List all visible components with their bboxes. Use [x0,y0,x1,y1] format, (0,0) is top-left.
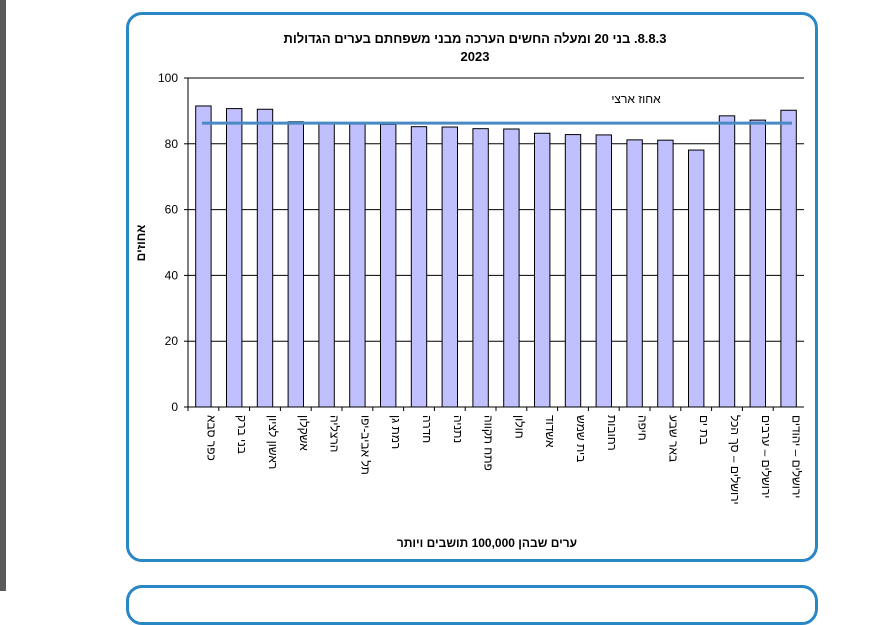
bar [441,126,459,408]
x-tick-label: ירושלים – סך הכל [728,415,742,505]
y-tick-label: 60 [165,203,179,217]
y-axis-label: אחוזים [134,225,148,262]
x-tick-label: נתניה [451,415,465,443]
bar [657,139,674,408]
bar-chart: 8.8.3. בני 20 ומעלה החשים הערכה מבני משפ… [134,31,804,550]
y-tick-label: 0 [171,400,178,414]
bar [749,119,766,408]
y-tick-label: 40 [165,268,179,282]
x-tick-label: בת ים [697,415,711,445]
bar [472,128,489,408]
bar [595,134,612,408]
bar [349,123,366,408]
x-tick-label: אשדוד [543,415,557,448]
left-edge-strip [0,0,6,591]
next-card [126,585,818,625]
bar [626,139,643,408]
x-tick-label: באר שבע [666,415,680,462]
x-tick-label: רחובות [605,415,619,451]
bar [256,108,274,408]
bar [287,121,305,408]
x-tick-label: חיפה [636,415,650,441]
bar [318,122,335,408]
national-average-label: אחוז ארצי [611,92,661,106]
bar [688,149,705,408]
chart-subtitle: 2023 [461,49,490,64]
x-tick-label: אשקלון [297,415,311,451]
bar [226,108,243,408]
chart-title: 8.8.3. בני 20 ומעלה החשים הערכה מבני משפ… [283,31,666,46]
bar [564,134,582,408]
x-tick-label: פתח תקווה [482,415,496,471]
x-tick-label: ירושלים – יהודים [790,415,804,498]
x-tick-label: רמת גן [389,415,403,449]
y-tick-label: 80 [165,137,179,151]
x-axis-label: ערים שבהן 100,000 תושבים ויותר [397,536,577,550]
x-tick-label: חדרה [420,415,434,443]
y-tick-label: 20 [165,334,179,348]
bar [380,123,397,408]
bar [195,105,212,408]
y-tick-label: 100 [158,71,178,85]
x-tick-label: תל אביב-יפו [358,415,372,475]
bar [503,128,520,408]
x-tick-label: בית שמש [574,415,588,462]
x-tick-label: בני ברק [235,415,249,454]
bar [718,115,736,408]
bar [780,109,797,408]
x-tick-label: כפר סבא [204,415,218,461]
bar [534,132,551,408]
bar [410,126,428,408]
x-tick-label: חולון [512,415,526,439]
x-tick-label: ירושלים – ערבים [759,415,773,498]
x-tick-label: הרצליה [328,415,342,452]
x-tick-label: ראשון לציון [266,415,280,469]
